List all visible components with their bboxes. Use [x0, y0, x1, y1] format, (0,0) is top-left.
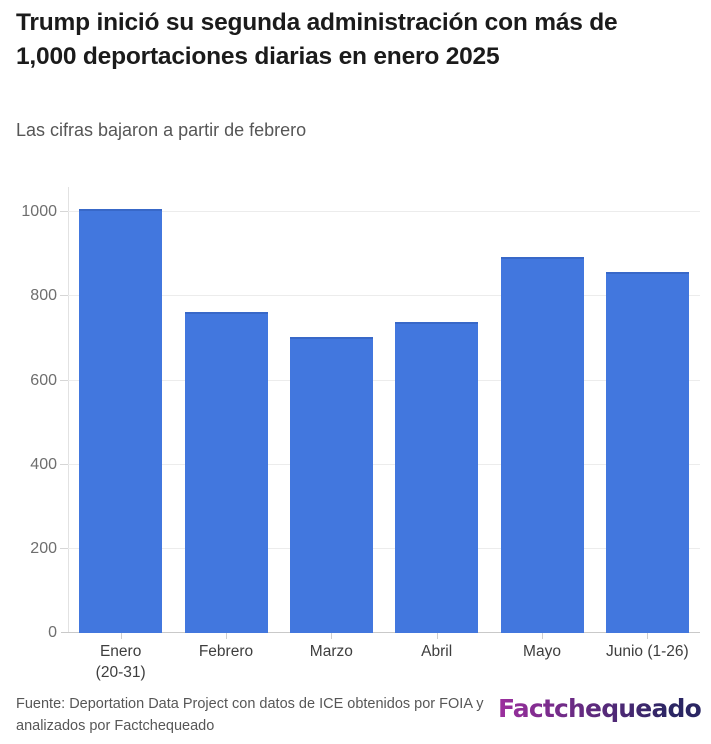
bar-enero-20-31 [79, 209, 163, 633]
chart-title: Trump inició su segunda administración c… [16, 9, 618, 70]
x-axis-tick [226, 633, 227, 639]
bar-marzo [289, 337, 373, 633]
x-axis-label-marzo: Marzo [309, 643, 353, 660]
gridline [68, 547, 700, 549]
bar-febrero [184, 311, 268, 633]
y-axis-tick-label: 200 [30, 539, 57, 557]
y-axis-tick [60, 547, 68, 549]
factchequeado-logo: Factchequeado [497, 694, 702, 723]
y-axis-tick [60, 379, 68, 381]
x-axis-tick [647, 633, 649, 639]
gridline [68, 295, 700, 297]
x-axis-label-abril: Abril [421, 643, 453, 660]
y-axis-tick [60, 295, 68, 297]
x-axis-tick [542, 633, 543, 639]
gridline [68, 211, 700, 213]
x-axis-label-junio-1-26: Junio (1-26) [605, 643, 689, 660]
chart-subtitle: Las cifras bajaron a partir de febrero [16, 120, 307, 140]
y-axis-tick [60, 211, 68, 213]
source-note: Fuente: Deportation Data Project con dat… [16, 696, 484, 734]
y-axis-tick-label: 1000 [21, 203, 57, 221]
y-axis-tick-label: 600 [30, 371, 57, 389]
y-axis-tick-label: 400 [30, 455, 57, 473]
bar-chart-plot-area: 0 200 400 600 800 1000 Enero (20-31) Febrero Mar… [21, 187, 700, 681]
x-axis-tick [331, 633, 333, 639]
x-axis-label-mayo: Mayo [523, 643, 561, 660]
bar-abril [395, 321, 479, 633]
y-axis-tick [60, 463, 68, 465]
x-axis-tick [120, 633, 122, 639]
x-axis-tick [436, 633, 438, 639]
y-axis-tick-label: 800 [30, 287, 57, 305]
y-axis-tick-label: 0 [48, 624, 57, 641]
gridline [68, 463, 700, 465]
x-axis-label-enero-20-31: Enero (20-31) [95, 643, 146, 681]
bar-junio-1-26 [605, 272, 689, 633]
bar-mayo [500, 256, 584, 633]
gridline [68, 379, 700, 381]
x-axis-label-febrero: Febrero [198, 643, 254, 660]
x-axis-baseline [61, 632, 700, 633]
